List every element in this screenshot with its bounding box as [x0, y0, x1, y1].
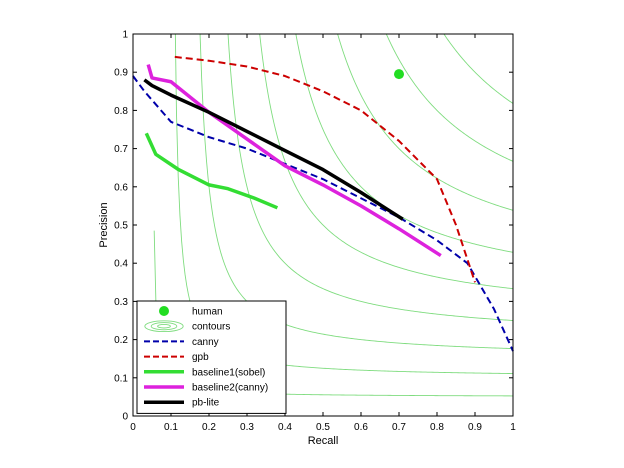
legend-label: baseline2(canny) — [192, 383, 268, 394]
contour-line-3 — [199, 34, 513, 350]
legend-item: baseline1(sobel) — [144, 367, 265, 378]
contour-line-8 — [385, 34, 513, 162]
x-tick-label: 0.9 — [468, 422, 482, 433]
x-axis-label: Recall — [308, 435, 339, 447]
y-tick-label: 0.7 — [114, 144, 128, 155]
contour-line-4 — [227, 34, 513, 321]
y-tick-label: 0.2 — [114, 335, 128, 346]
series-layer — [132, 55, 514, 352]
y-tick-label: 0 — [122, 412, 128, 423]
series-pb-lite — [143, 78, 404, 221]
contour-line-5 — [259, 34, 513, 290]
legend-label: human — [192, 307, 223, 318]
series-baseline2-canny- — [146, 64, 442, 258]
legend: human contours canny gpb baseline1(sobel) bas… — [136, 300, 287, 414]
legend-label: contours — [192, 322, 230, 333]
y-tick-label: 0.3 — [114, 297, 128, 308]
y-tick-label: 0.8 — [114, 106, 128, 117]
legend-marker — [144, 320, 184, 333]
legend-item: human — [159, 306, 223, 318]
y-tick-label: 0.4 — [114, 259, 128, 270]
y-tick-label: 0.1 — [114, 373, 128, 384]
series-baseline1-sobel- — [144, 132, 279, 210]
x-tick-label: 0.4 — [278, 422, 292, 433]
series-canny — [132, 75, 514, 352]
y-tick-label: 1 — [122, 30, 128, 41]
x-tick-label: 0.1 — [164, 422, 178, 433]
human-point — [394, 69, 404, 80]
legend-item: gpb — [144, 352, 209, 363]
legend-label: gpb — [192, 352, 209, 363]
legend-item: contours — [144, 320, 230, 333]
legend-item: pb-lite — [144, 398, 220, 409]
legend-marker — [159, 306, 169, 316]
x-tick-label: 0 — [130, 422, 136, 433]
y-tick-label: 0.9 — [114, 68, 128, 79]
x-tick-label: 0.5 — [316, 422, 330, 433]
legend-marker — [157, 323, 171, 329]
tick-labels: 0 0.1 0.2 0.3 0.4 0.5 0.6 0.7 0.8 0.9 1 0 0.1 0.2 0.3 0… — [114, 30, 516, 434]
legend-label: pb-lite — [192, 398, 220, 409]
contour-line-7 — [337, 34, 513, 211]
legend-label: canny — [192, 337, 219, 348]
x-tick-label: 1 — [510, 422, 516, 433]
y-tick-label: 0.6 — [114, 182, 128, 193]
y-axis-label: Precision — [98, 202, 110, 247]
x-tick-label: 0.2 — [202, 422, 216, 433]
legend-label: baseline1(sobel) — [192, 367, 265, 378]
x-tick-label: 0.6 — [354, 422, 368, 433]
x-tick-label: 0.3 — [240, 422, 254, 433]
contour-line-9 — [443, 34, 513, 104]
x-tick-label: 0.8 — [430, 422, 444, 433]
x-tick-label: 0.7 — [392, 422, 406, 433]
legend-box — [136, 300, 287, 414]
series-gpb — [174, 55, 476, 283]
y-tick-label: 0.5 — [114, 221, 128, 232]
legend-item: baseline2(canny) — [144, 383, 268, 394]
legend-item: canny — [144, 337, 219, 348]
legend-marker — [150, 322, 178, 331]
